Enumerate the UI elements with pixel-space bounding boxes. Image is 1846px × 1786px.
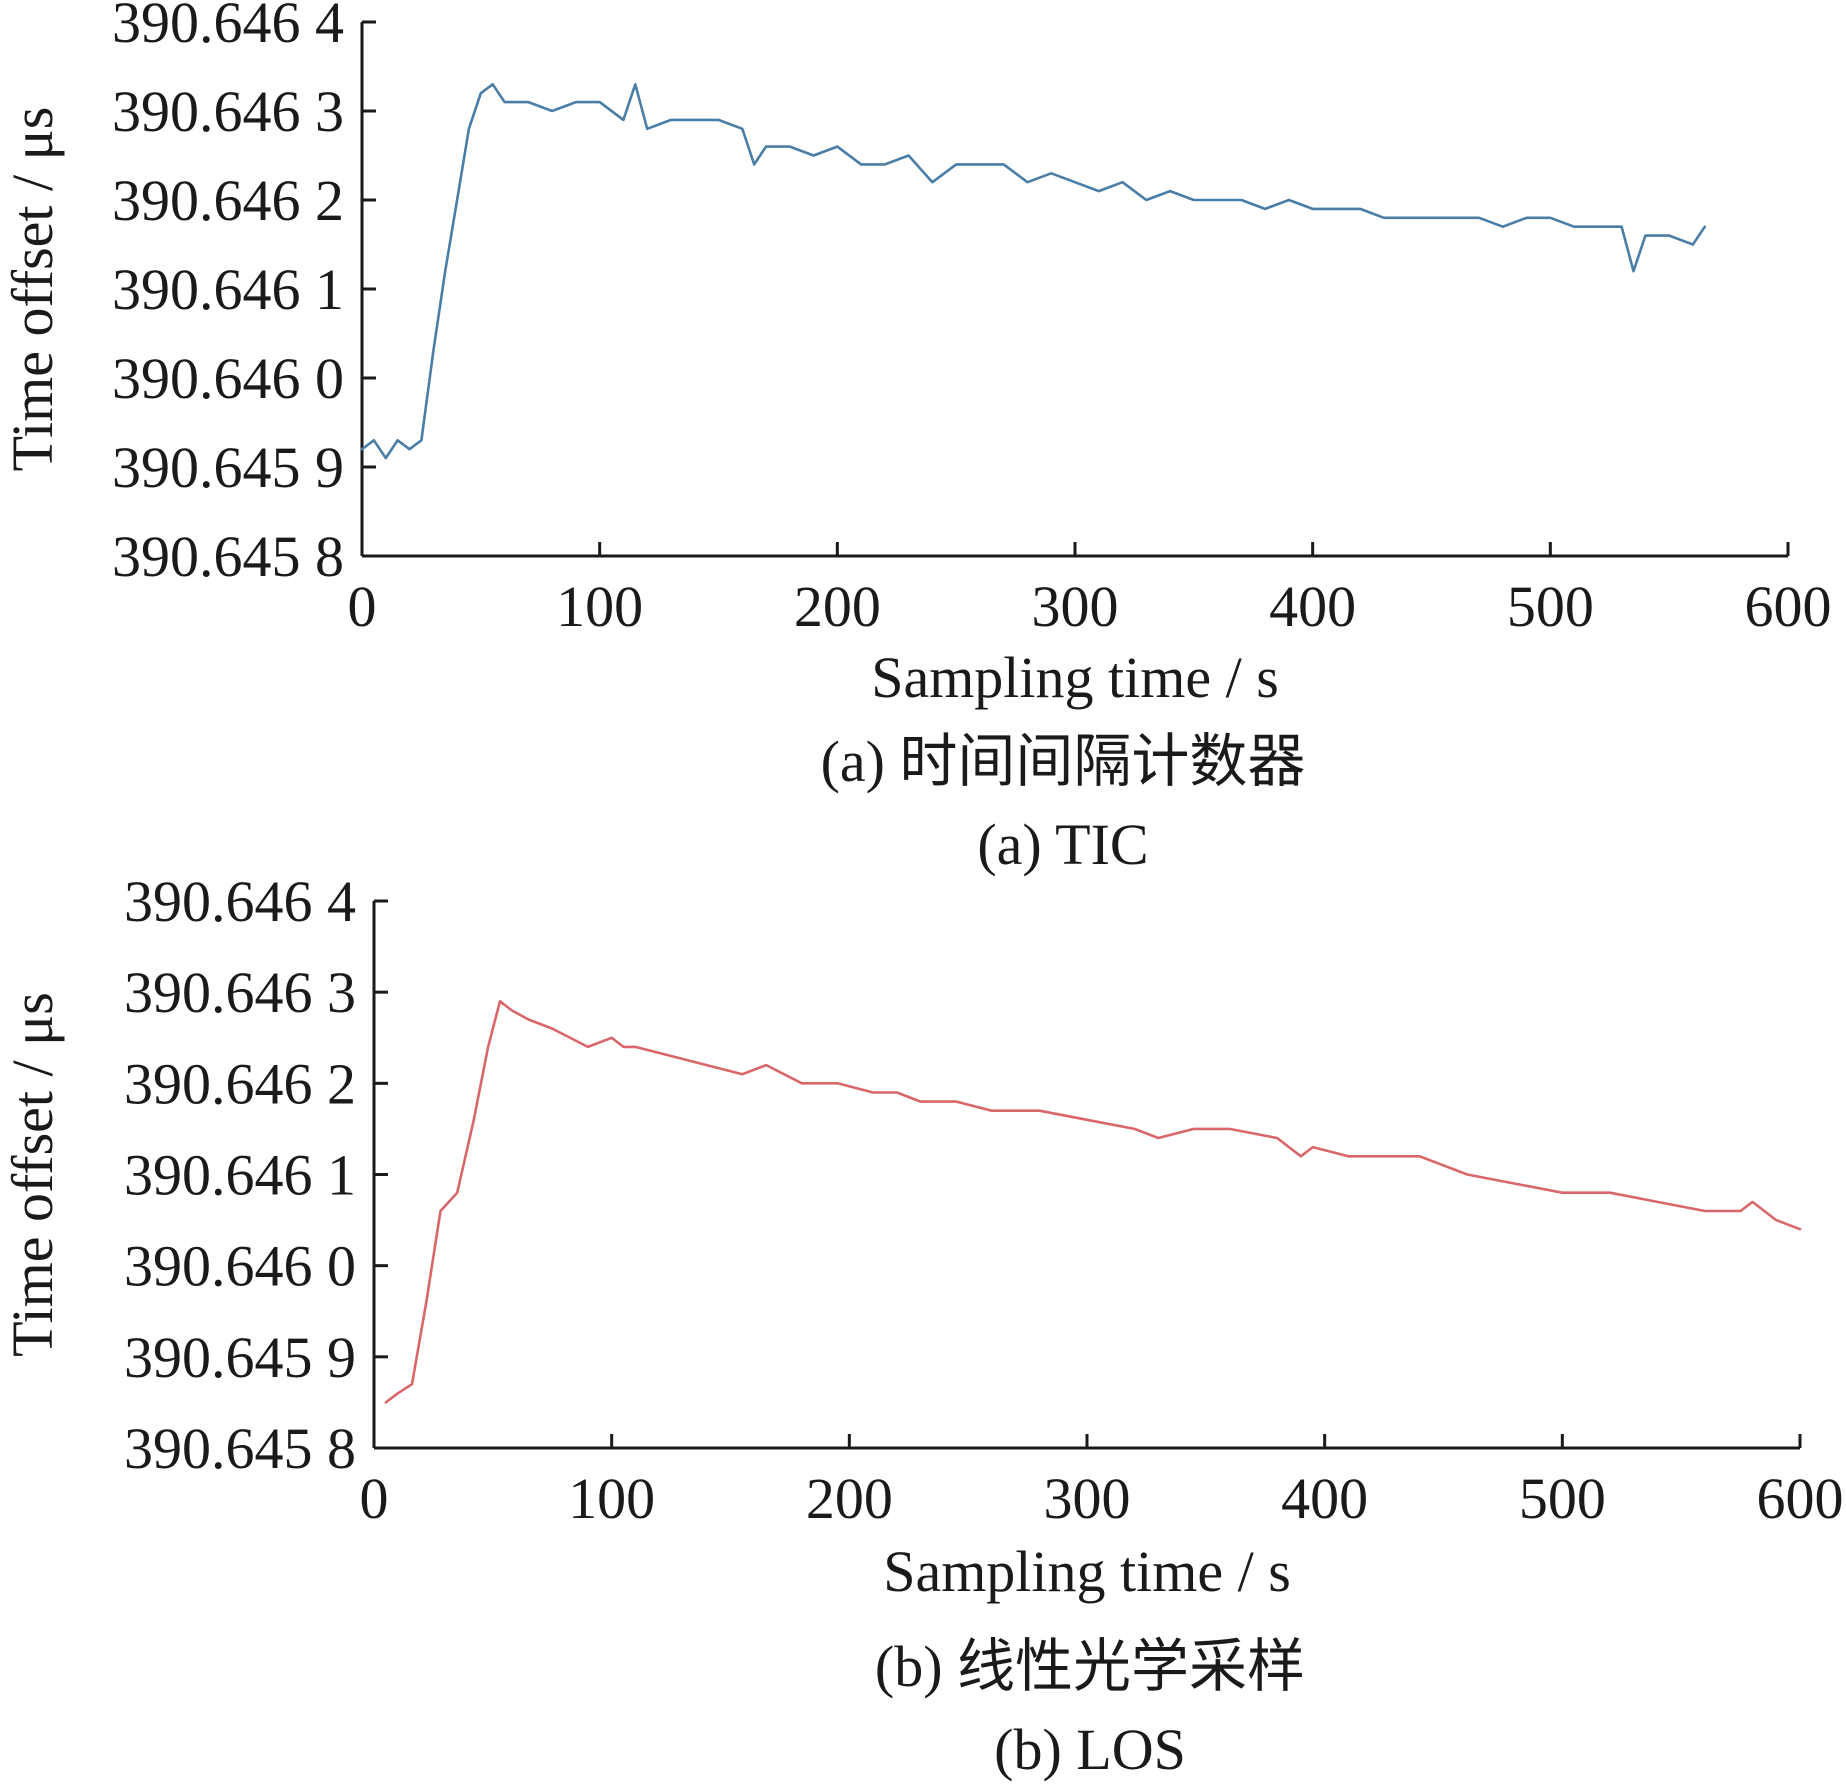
y-tick-label: 390.645 9: [112, 435, 344, 500]
y-tick-label: 390.646 4: [124, 869, 356, 934]
x-tick-label: 300: [1032, 574, 1119, 639]
chart-b-los: 0 100 200 300 400 500 600 390.645 8 390.645 9 390…: [0, 869, 1844, 1604]
x-tick-label: 300: [1044, 1466, 1131, 1531]
y-axis-title: Time offset / μs: [0, 992, 65, 1357]
y-tick-label: 390.646 2: [112, 168, 344, 233]
caption-a-cn: (a) 时间间隔计数器: [821, 729, 1306, 794]
y-tick-label: 390.646 4: [112, 0, 344, 55]
x-tick-label: 200: [794, 574, 881, 639]
chart-a-tic: 0 100 200 300 400 500 600 390.645 8 390.645 9 390…: [0, 0, 1832, 710]
y-tick-label: 390.646 1: [124, 1143, 356, 1208]
y-tick-label: 390.645 9: [124, 1325, 356, 1390]
x-tick-label: 100: [568, 1466, 655, 1531]
x-tick-label: 600: [1757, 1466, 1844, 1531]
x-tick-label: 400: [1281, 1466, 1368, 1531]
y-tick-label: 390.646 0: [124, 1234, 356, 1299]
x-tick-label: 0: [360, 1466, 389, 1531]
y-tick-label: 390.645 8: [124, 1416, 356, 1481]
y-tick-label: 390.646 2: [124, 1051, 356, 1116]
caption-b-cn: (b) 线性光学采样: [875, 1634, 1305, 1699]
x-axis-title: Sampling time / s: [871, 645, 1279, 710]
x-tick-label: 500: [1507, 574, 1594, 639]
caption-a-en: (a) TIC: [977, 812, 1148, 877]
x-tick-label: 500: [1519, 1466, 1606, 1531]
x-tick-label: 600: [1745, 574, 1832, 639]
x-tick-label: 200: [806, 1466, 893, 1531]
y-tick-label: 390.646 3: [112, 79, 344, 144]
y-axis-title: Time offset / μs: [0, 107, 65, 472]
series-line: [384, 999, 1802, 1404]
y-tick-label: 390.646 3: [124, 960, 356, 1025]
y-tick-label: 390.645 8: [112, 524, 344, 589]
x-tick-label: 0: [348, 574, 377, 639]
y-tick-label: 390.646 0: [112, 346, 344, 411]
y-tick-label: 390.646 1: [112, 257, 344, 322]
x-axis-title: Sampling time / s: [883, 1539, 1291, 1604]
x-tick-label: 100: [556, 574, 643, 639]
x-tick-label: 400: [1269, 574, 1356, 639]
caption-b-en: (b) LOS: [994, 1717, 1186, 1782]
series-line: [360, 83, 1707, 460]
